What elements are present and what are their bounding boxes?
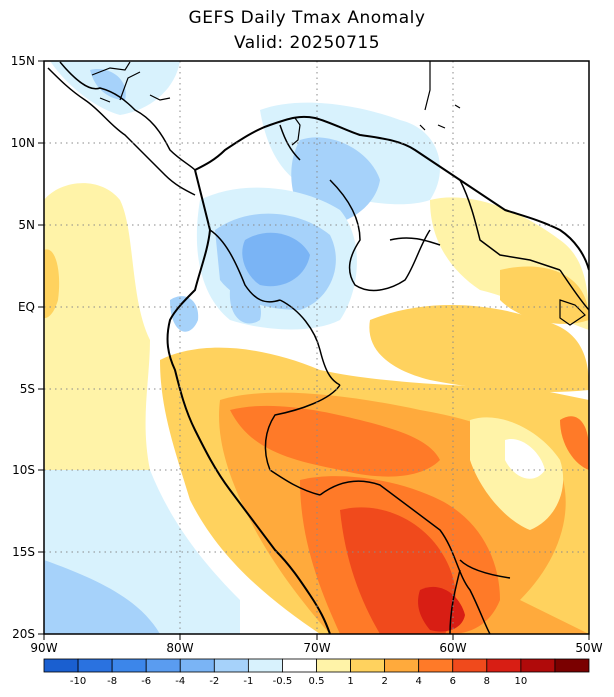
- colorbar-label: -4: [175, 676, 185, 687]
- lat-label: 15N: [11, 54, 35, 68]
- colorbar-label: 2: [381, 676, 387, 687]
- colorbar-swatch: [316, 658, 351, 673]
- colorbar-label: 6: [450, 676, 456, 687]
- colorbar-swatch: [486, 658, 522, 673]
- lat-label: 5N: [18, 218, 35, 232]
- colorbar-swatch: [418, 658, 454, 673]
- anomaly-field: [44, 61, 589, 634]
- lon-label: 50W: [575, 641, 602, 655]
- colorbar-swatch: [213, 658, 249, 673]
- colorbar-label: 1: [347, 676, 353, 687]
- colorbar: -10 -8 -6 -4 -2 -1 -0.5 0.5 1 2 4 6 8 10: [43, 658, 590, 687]
- colorbar-swatch: [282, 658, 317, 673]
- lat-label: EQ: [18, 300, 35, 314]
- map-title: GEFS Daily Tmax Anomaly: [188, 8, 426, 28]
- lon-label: 60W: [439, 641, 466, 655]
- colorbar-label: 0.5: [309, 676, 325, 687]
- longitude-labels: 90W 80W 70W 60W 50W: [30, 641, 602, 655]
- lat-label: 20S: [12, 627, 35, 641]
- colorbar-swatch: [111, 658, 147, 673]
- colorbar-label: -8: [107, 676, 117, 687]
- colorbar-label: 4: [416, 676, 422, 687]
- colorbar-swatch: [179, 658, 215, 673]
- lat-label: 10S: [12, 463, 35, 477]
- colorbar-label: 8: [484, 676, 490, 687]
- lat-label: 10N: [11, 136, 35, 150]
- map-valid-date: Valid: 20250715: [233, 33, 381, 53]
- colorbar-label: -2: [209, 676, 219, 687]
- lat-label: 5S: [20, 382, 35, 396]
- lon-label: 70W: [303, 641, 330, 655]
- colorbar-label: 10: [515, 676, 528, 687]
- colorbar-swatch: [384, 658, 420, 673]
- gridlines: [44, 61, 589, 634]
- colorbar-swatch: [247, 658, 283, 673]
- lon-label: 80W: [166, 641, 193, 655]
- colorbar-label: -6: [141, 676, 151, 687]
- axis-ticks: [38, 60, 590, 640]
- colorbar-swatch: [145, 658, 181, 673]
- colorbar-swatch: [452, 658, 488, 673]
- colorbar-swatch: [554, 658, 590, 673]
- lat-label: 15S: [12, 545, 35, 559]
- colorbar-swatch: [77, 658, 113, 673]
- colorbar-swatch: [520, 658, 556, 673]
- colorbar-swatch: [43, 658, 79, 673]
- coastlines-borders: [47, 61, 589, 634]
- colorbar-swatch: [350, 658, 386, 673]
- colorbar-label: -1: [243, 676, 253, 687]
- latitude-labels: 15N 10N 5N EQ 5S 10S 15S 20S: [11, 54, 35, 641]
- colorbar-label: -0.5: [273, 676, 293, 687]
- lon-label: 90W: [30, 641, 57, 655]
- colorbar-label: -10: [70, 676, 86, 687]
